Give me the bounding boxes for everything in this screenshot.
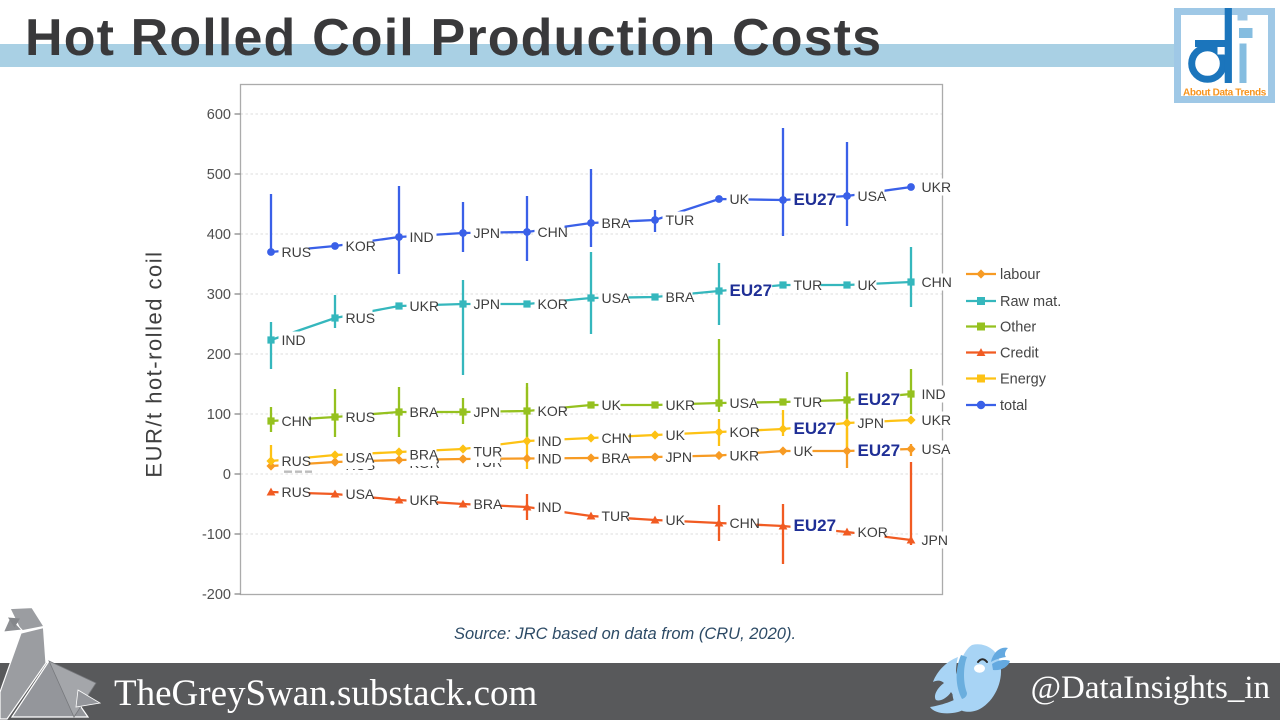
svg-text:IND: IND [538, 499, 562, 515]
svg-text:EU27: EU27 [794, 516, 837, 535]
svg-text:BRA: BRA [474, 496, 503, 512]
svg-text:CHN: CHN [282, 413, 312, 429]
svg-text:BRA: BRA [602, 450, 631, 466]
svg-text:IND: IND [410, 229, 434, 245]
svg-text:JPN: JPN [666, 449, 692, 465]
svg-text:UKR: UKR [666, 397, 696, 413]
svg-text:KOR: KOR [346, 238, 376, 254]
svg-text:EUR/t hot-rolled coil: EUR/t hot-rolled coil [142, 250, 167, 477]
svg-text:UKR: UKR [410, 492, 440, 508]
svg-text:TUR: TUR [794, 394, 823, 410]
svg-text:CHN: CHN [922, 274, 952, 290]
svg-text:EU27: EU27 [794, 419, 837, 438]
svg-text:EU27: EU27 [858, 390, 901, 409]
svg-text:JPN: JPN [922, 532, 948, 548]
svg-text:IND: IND [282, 332, 306, 348]
svg-text:JPN: JPN [474, 404, 500, 420]
svg-text:BRA: BRA [602, 215, 631, 231]
svg-text:RUS: RUS [282, 484, 312, 500]
svg-text:RUS: RUS [282, 453, 312, 469]
svg-text:EU27: EU27 [858, 441, 901, 460]
svg-text:RUS: RUS [346, 409, 376, 425]
svg-text:USA: USA [346, 450, 375, 466]
svg-text:UKR: UKR [922, 179, 952, 195]
svg-text:Energy: Energy [1000, 372, 1047, 388]
svg-text:400: 400 [207, 227, 231, 243]
svg-text:CHN: CHN [538, 224, 568, 240]
svg-text:KOR: KOR [538, 296, 568, 312]
svg-text:TUR: TUR [666, 212, 695, 228]
svg-text:UKR: UKR [730, 448, 760, 464]
svg-text:USA: USA [858, 188, 887, 204]
svg-text:TUR: TUR [474, 444, 503, 460]
svg-text:100: 100 [207, 407, 231, 423]
svg-text:BRA: BRA [666, 289, 695, 305]
svg-text:IND: IND [538, 433, 562, 449]
svg-text:EU27: EU27 [730, 281, 773, 300]
svg-text:UK: UK [858, 277, 878, 293]
svg-text:Credit: Credit [1000, 346, 1039, 362]
svg-text:-200: -200 [202, 587, 231, 603]
svg-text:BRA: BRA [410, 404, 439, 420]
svg-text:RUS: RUS [282, 244, 312, 260]
svg-text:About Data Trends: About Data Trends [1183, 88, 1267, 99]
svg-text:KOR: KOR [858, 524, 888, 540]
svg-text:200: 200 [207, 347, 231, 363]
svg-text:300: 300 [207, 287, 231, 303]
svg-text:KOR: KOR [730, 424, 760, 440]
svg-text:UK: UK [666, 427, 686, 443]
svg-text:labour: labour [1000, 267, 1040, 283]
svg-text:USA: USA [346, 486, 375, 502]
svg-text:UK: UK [730, 191, 750, 207]
svg-text:KOR: KOR [538, 403, 568, 419]
svg-text:TUR: TUR [602, 508, 631, 524]
svg-text:Source: JRC based on data from: Source: JRC based on data from (CRU, 202… [454, 625, 796, 643]
svg-text:-100: -100 [202, 527, 231, 543]
svg-text:RUS: RUS [346, 310, 376, 326]
svg-text:0: 0 [223, 467, 231, 483]
svg-text:TUR: TUR [794, 277, 823, 293]
svg-text:UK: UK [794, 443, 814, 459]
svg-text:JPN: JPN [474, 296, 500, 312]
svg-text:USA: USA [602, 290, 631, 306]
svg-text:USA: USA [922, 441, 951, 457]
svg-text:USA: USA [730, 395, 759, 411]
svg-text:UK: UK [666, 512, 686, 528]
svg-text:BRA: BRA [410, 447, 439, 463]
svg-text:Other: Other [1000, 320, 1036, 336]
svg-text:600: 600 [207, 107, 231, 123]
svg-text:EU27: EU27 [794, 190, 837, 209]
svg-text:UKR: UKR [922, 412, 952, 428]
svg-text:CHN: CHN [730, 515, 760, 531]
svg-text:JPN: JPN [474, 225, 500, 241]
svg-text:IND: IND [922, 386, 946, 402]
svg-text:UK: UK [602, 397, 622, 413]
svg-text:UKR: UKR [410, 298, 440, 314]
svg-text:500: 500 [207, 167, 231, 183]
svg-text:IND: IND [538, 451, 562, 467]
svg-text:JPN: JPN [858, 415, 884, 431]
svg-text:CHN: CHN [602, 430, 632, 446]
svg-text:total: total [1000, 398, 1027, 414]
svg-text:Raw mat.: Raw mat. [1000, 294, 1061, 310]
